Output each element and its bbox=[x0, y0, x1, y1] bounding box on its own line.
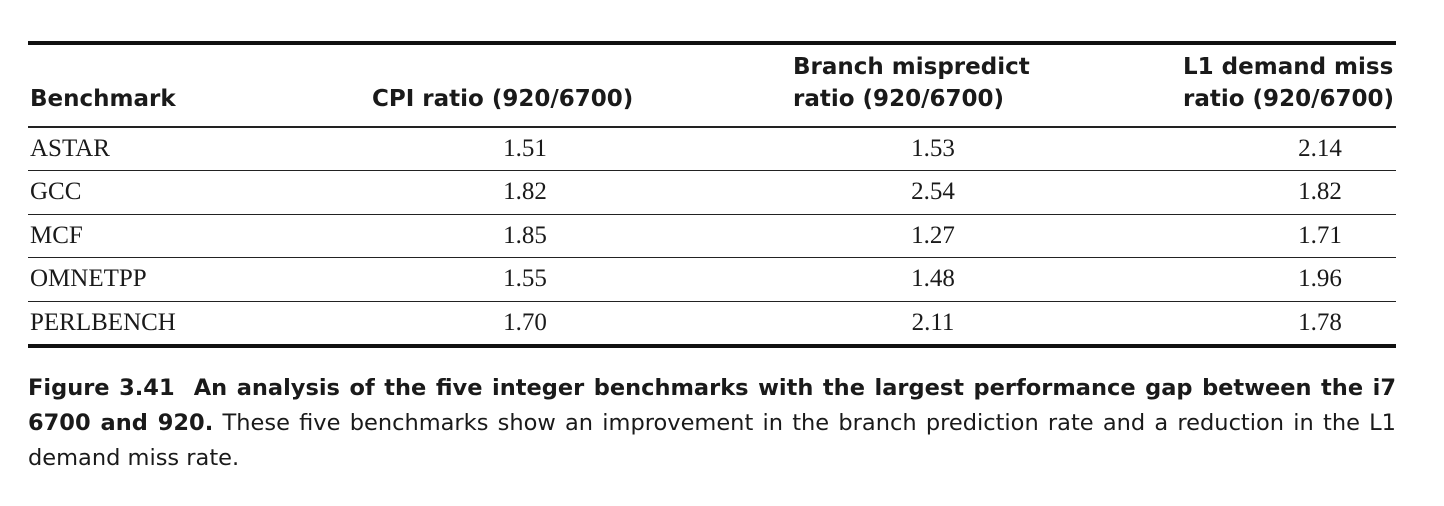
header-cpi-ratio: CPI ratio (920/6700) bbox=[372, 86, 634, 112]
table-row: MCF 1.85 1.27 1.71 bbox=[28, 215, 1396, 258]
cell-l1-ratio: 1.78 bbox=[1298, 308, 1342, 336]
table-row: GCC 1.82 2.54 1.82 bbox=[28, 171, 1396, 215]
cell-benchmark: OMNETPP bbox=[30, 265, 147, 292]
figure-caption: Figure 3.41 An analysis of the five inte… bbox=[28, 371, 1396, 476]
cell-branch-ratio: 2.11 bbox=[911, 308, 955, 336]
cell-cpi-ratio: 1.70 bbox=[503, 308, 547, 336]
cell-benchmark: ASTAR bbox=[30, 134, 110, 162]
benchmark-table: Benchmark CPI ratio (920/6700) Branch mi… bbox=[28, 41, 1396, 348]
table-row: ASTAR 1.51 1.53 2.14 bbox=[28, 128, 1396, 171]
caption-body: These five benchmarks show an improvemen… bbox=[28, 410, 1396, 471]
cell-benchmark: MCF bbox=[30, 221, 83, 249]
header-branch-mispredict-ratio: Branch mispredict ratio (920/6700) bbox=[793, 54, 1030, 112]
cell-l1-ratio: 2.14 bbox=[1298, 134, 1342, 162]
cell-l1-ratio: 1.96 bbox=[1298, 265, 1342, 292]
cell-branch-ratio: 1.48 bbox=[911, 265, 955, 292]
table-bottom-rule bbox=[28, 344, 1396, 348]
table-header-row: Benchmark CPI ratio (920/6700) Branch mi… bbox=[28, 45, 1396, 126]
cell-benchmark: GCC bbox=[30, 178, 82, 205]
header-l1-demand-miss-ratio: L1 demand miss ratio (920/6700) bbox=[1183, 54, 1394, 112]
caption-title: An analysis of the five integer benchmar… bbox=[28, 375, 1396, 436]
header-benchmark: Benchmark bbox=[30, 86, 176, 112]
cell-benchmark: PERLBENCH bbox=[30, 308, 176, 336]
cell-l1-ratio: 1.82 bbox=[1298, 178, 1342, 205]
caption-label: Figure 3.41 bbox=[28, 375, 175, 401]
cell-cpi-ratio: 1.55 bbox=[503, 265, 547, 292]
cell-cpi-ratio: 1.82 bbox=[503, 178, 547, 205]
cell-branch-ratio: 1.27 bbox=[911, 221, 955, 249]
cell-cpi-ratio: 1.51 bbox=[503, 134, 547, 162]
cell-branch-ratio: 1.53 bbox=[911, 134, 955, 162]
cell-l1-ratio: 1.71 bbox=[1298, 221, 1342, 249]
table-row: OMNETPP 1.55 1.48 1.96 bbox=[28, 258, 1396, 302]
table-row: PERLBENCH 1.70 2.11 1.78 bbox=[28, 302, 1396, 345]
cell-cpi-ratio: 1.85 bbox=[503, 221, 547, 249]
table-header-rule bbox=[28, 126, 1396, 128]
table-top-rule bbox=[28, 41, 1396, 45]
cell-branch-ratio: 2.54 bbox=[911, 178, 955, 205]
